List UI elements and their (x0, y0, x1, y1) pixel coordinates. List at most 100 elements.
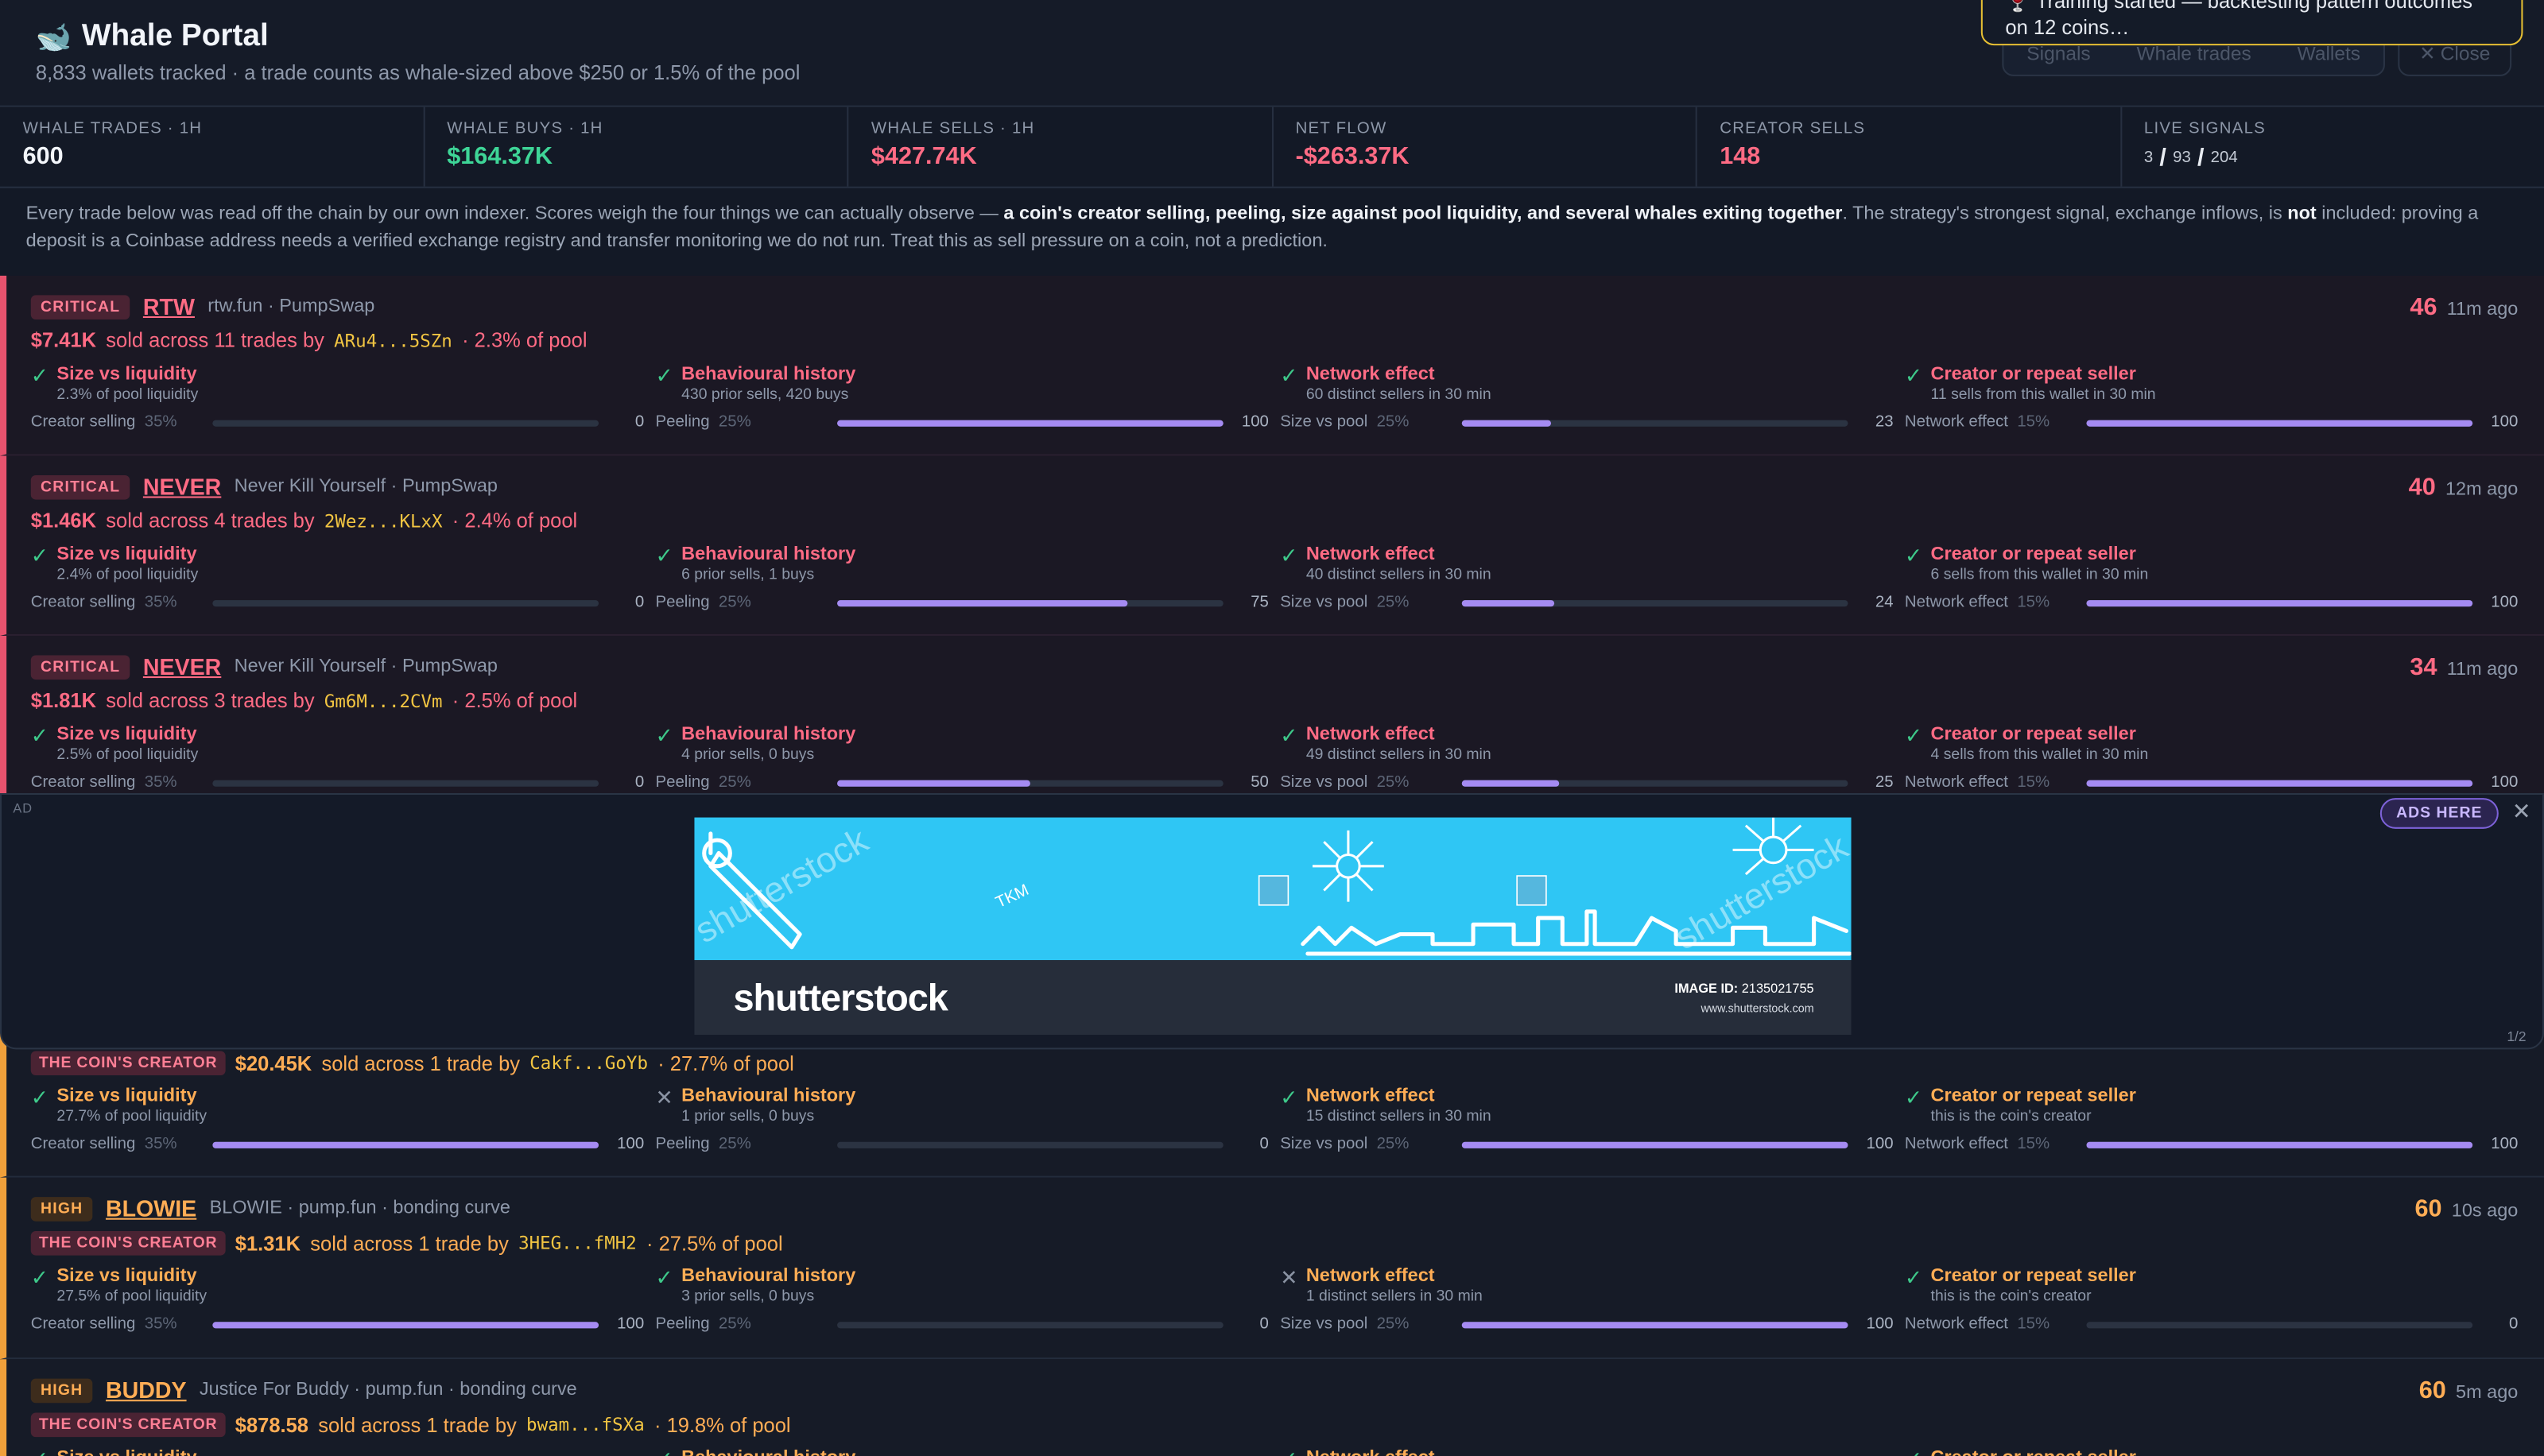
bar-value: 100 (617, 1135, 645, 1154)
bar-value: 0 (634, 773, 645, 792)
wallet-address[interactable]: Gm6M...2CVm (324, 690, 443, 711)
factor-name: Behavioural history (681, 365, 856, 385)
factor-item: ✓ Creator or repeat seller 11 sells from… (1904, 363, 2530, 404)
check-icon: ✓ (30, 363, 49, 388)
bar-value: 0 (634, 593, 645, 612)
ads-here-button[interactable]: ADS HERE (2379, 798, 2499, 829)
bar-value: 0 (1259, 1135, 1269, 1154)
factor-name: Size vs liquidity (56, 1266, 197, 1287)
bar-value: 100 (617, 1315, 645, 1334)
severity-badge: HIGH (30, 1377, 93, 1403)
factor-name: Behavioural history (681, 544, 856, 565)
bar-track (2086, 1321, 2473, 1328)
signal-card[interactable]: HIGH BUDDY Justice For Buddy · pump.fun … (0, 1359, 2544, 1456)
bar-value: 100 (1866, 1135, 1894, 1154)
time-ago: 11m ago (2446, 300, 2519, 320)
coin-symbol-link[interactable]: BLOWIE (105, 1195, 197, 1222)
score-value: 60 (2418, 1377, 2446, 1405)
factor-detail: 27.7% of pool liquidity (56, 1107, 207, 1126)
factor-name: Size vs liquidity (56, 725, 197, 745)
sell-summary: THE COIN'S CREATOR $1.31K sold across 1 t… (30, 1230, 783, 1256)
page-subtitle: 8,833 wallets tracked · a trade counts a… (35, 61, 801, 85)
coin-symbol-link[interactable]: RTW (142, 293, 195, 320)
stat-label: NET FLOW (1295, 120, 1387, 138)
factor-item: ✓ Size vs liquidity (31, 1447, 656, 1456)
intro-bold-2: not (2287, 204, 2317, 224)
bar-fill (212, 1321, 599, 1328)
banner-illustration: TKM shutterstock shutterstock (694, 817, 1852, 961)
signal-score: 60 5m ago (2419, 1377, 2519, 1405)
signal-card[interactable]: HIGH BLOWIE BLOWIE · pump.fun · bonding … (0, 1177, 2544, 1360)
signal-card[interactable]: CRITICAL RTW rtw.fun · PumpSwap 46 11m a… (0, 275, 2544, 456)
whale-icon: 🐋 (35, 20, 72, 53)
signal-card[interactable]: CRITICAL NEVER Never Kill Yourself · Pum… (0, 455, 2544, 636)
bar-track (212, 1140, 599, 1148)
factor-detail: 1 prior sells, 0 buys (681, 1107, 815, 1126)
check-icon: ✓ (1904, 543, 1923, 568)
factor-item: ✓ Behavioural history 430 prior sells, 4… (655, 364, 1280, 405)
factor-item: ✓ Creator or repeat seller 4 sells from … (1905, 724, 2530, 764)
sell-summary: $1.81K sold across 3 trades by Gm6M...2C… (31, 689, 577, 712)
stat-label: WHALE BUYS · 1H (447, 120, 603, 138)
bar-value: 50 (1251, 773, 1269, 792)
coin-description: Never Kill Yourself · PumpSwap (234, 656, 498, 677)
check-icon: ✓ (30, 1264, 49, 1290)
check-icon: ✓ (1904, 363, 1923, 388)
wallet-address[interactable]: Cakf...GoYb (529, 1052, 648, 1075)
factor-name: Size vs liquidity (56, 544, 197, 565)
bar-label: Size vs pool 25% (1280, 413, 1410, 432)
sell-text: sold across 11 trades by (106, 329, 324, 352)
score-value: 40 (2408, 473, 2436, 501)
score-bar: Size vs pool 25% 24 (1280, 594, 1905, 611)
bar-value: 100 (1866, 1315, 1894, 1334)
sell-amount: $1.81K (30, 689, 97, 712)
factor-detail: 1 distinct sellers in 30 min (1305, 1288, 1483, 1306)
score-bar: Creator selling 35% 100 (31, 1315, 656, 1333)
image-id: IMAGE ID: 2135021755 (1674, 981, 1814, 997)
stat-label: WHALE TRADES · 1H (22, 120, 203, 138)
wallet-address[interactable]: 3HEG...fMH2 (518, 1233, 637, 1254)
coin-symbol-link[interactable]: NEVER (142, 473, 222, 500)
wallet-address[interactable]: ARu4...5SZn (334, 330, 452, 351)
bar-fill (1461, 1321, 1848, 1328)
factor-row: ✓ Size vs liquidity ✓ Behavioural histor… (31, 1447, 2530, 1456)
bar-label: Peeling 25% (655, 1315, 751, 1334)
stat-value: $427.74K (871, 142, 977, 171)
bar-label: Network effect 15% (1904, 593, 2050, 612)
factor-detail: 4 prior sells, 0 buys (681, 745, 815, 765)
cross-icon: ✕ (655, 1085, 673, 1109)
score-value: 46 (2410, 293, 2437, 322)
banner-footer: shutterstock IMAGE ID: 2135021755 www.sh… (694, 960, 1852, 1036)
factor-name: Network effect (1305, 365, 1435, 385)
score-bar: Network effect 15% 0 (1905, 1315, 2530, 1333)
signal-card[interactable]: CRITICAL NEVER Never Kill Yourself · Pum… (0, 635, 2544, 816)
signal-card[interactable]: THE COIN'S CREATOR $20.45K sold across 1 … (0, 1032, 2544, 1178)
coin-description: rtw.fun · PumpSwap (207, 296, 375, 316)
factor-item: ✓ Size vs liquidity 2.5% of pool liquidi… (31, 724, 656, 764)
score-bar: Size vs pool 25% 100 (1280, 1136, 1905, 1153)
wallet-address[interactable]: bwam...fSXa (526, 1414, 645, 1436)
coin-symbol-link[interactable]: NEVER (142, 653, 222, 680)
coin-symbol-link[interactable]: BUDDY (105, 1377, 187, 1404)
city-skyline-illustration: TKM shutterstock shutterstock (694, 817, 1852, 958)
ad-banner[interactable]: TKM shutterstock shutterstock shuttersto… (694, 817, 1852, 1036)
bar-value: 0 (1259, 1315, 1269, 1334)
sell-amount: $1.46K (30, 509, 97, 532)
factor-row: ✓ Size vs liquidity 2.4% of pool liquidi… (31, 543, 2530, 584)
wallet-address[interactable]: 2Wez...KLxX (324, 509, 443, 532)
intro-part-1: Every trade below was read off the chain… (25, 204, 1004, 224)
factor-row: ✓ Size vs liquidity 2.5% of pool liquidi… (31, 724, 2530, 765)
time-ago: 5m ago (2456, 1383, 2519, 1404)
factor-name: Size vs liquidity (56, 365, 197, 385)
factor-name: Behavioural history (681, 725, 856, 745)
bar-label: Peeling 25% (655, 1135, 751, 1154)
ad-label: AD (13, 801, 33, 816)
factor-item: ✓ Behavioural history 3 prior sells, 0 b… (655, 1266, 1280, 1306)
factor-name: Size vs liquidity (56, 1086, 197, 1106)
factor-name: Network effect (1305, 1086, 1435, 1106)
factor-detail: 430 prior sells, 420 buys (681, 385, 849, 405)
page-title: 🐋 Whale Portal (36, 19, 269, 55)
ad-close-icon[interactable]: ✕ (2511, 798, 2531, 824)
live-signals-value: 3/93/204 (2143, 144, 2238, 172)
ad-page-indicator: 1/2 (2507, 1028, 2527, 1045)
